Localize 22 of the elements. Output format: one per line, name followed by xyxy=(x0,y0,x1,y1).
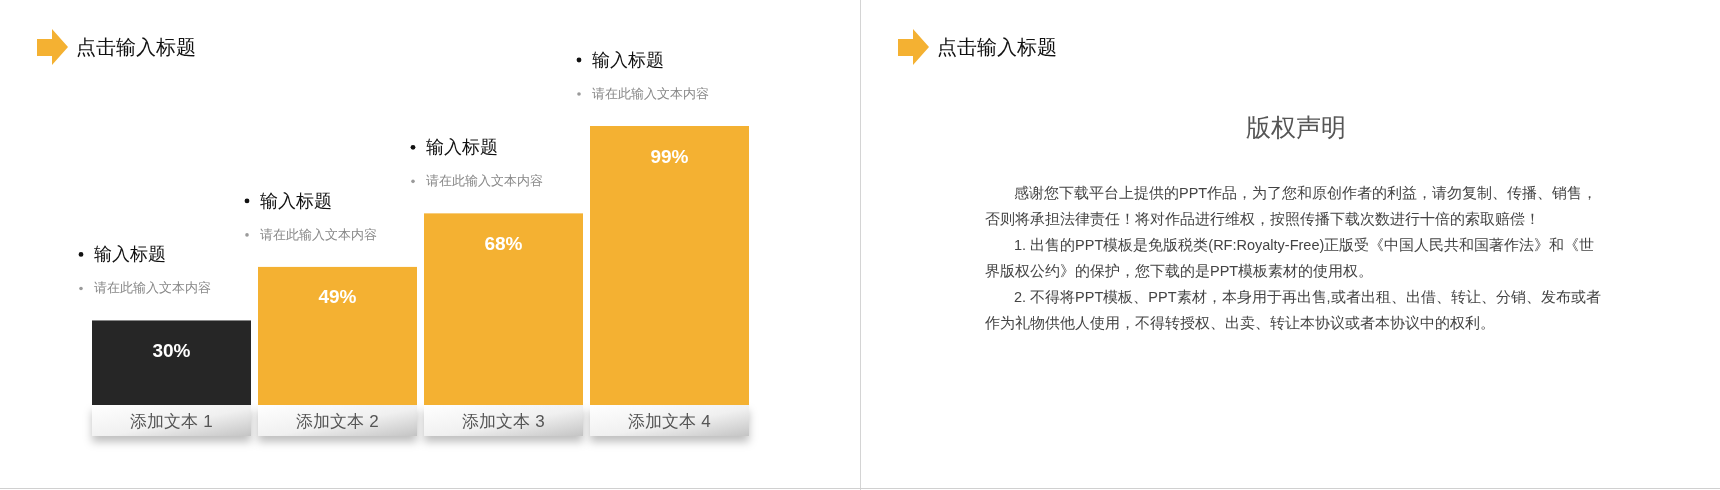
annotation: 输入标题 xyxy=(260,190,332,211)
data-label: 68% xyxy=(484,232,523,254)
x-tick-label: 添加文本 4 xyxy=(628,411,711,431)
text: 2. 不得将PPT模板、PPT素材，本身用于再出售,或者出租、出借、转让、分销、发布或者作为礼物供他人使用，不得转授权、出卖、转让本协议或者本协议中的权利。 xyxy=(985,288,1601,333)
annotation: 请在此输入文本内容 xyxy=(260,226,377,242)
annotation: 请在此输入文本内容 xyxy=(94,280,211,296)
chart-title: 点击输入标题 xyxy=(76,36,196,58)
annotation: 输入标题 xyxy=(94,244,166,265)
data-label: 49% xyxy=(318,286,357,308)
data-label: 30% xyxy=(152,339,191,361)
text: 感谢您下载平台上提供的PPT作品，为了您和原创作者的利益，请勿复制、传播、销售，否则将承担法律责任！将对作品进行维权，按照传播下载次数进行十倍的索取赔偿！ xyxy=(985,184,1599,229)
text: 1. 出售的PPT模板是免版税类(RF:Royalty-Free)正版受《中国人民共和国著作法》和《世界版权公约》的保护，您下载的是PPT模板素材的使用权。 xyxy=(985,236,1596,281)
annotation: 请在此输入文本内容 xyxy=(426,173,543,189)
text: 输入标题 xyxy=(592,50,664,70)
x-tick-label: 添加文本 3 xyxy=(462,411,545,431)
x-tick-label: 添加文本 1 xyxy=(130,411,213,431)
data-label: 99% xyxy=(650,145,689,167)
text: 版权声明 xyxy=(1246,113,1346,141)
x-tick-label: 添加文本 2 xyxy=(296,411,379,431)
annotation: 输入标题 xyxy=(426,137,498,158)
text: 点击输入标题 xyxy=(937,36,1057,58)
text: 请在此输入文本内容 xyxy=(592,86,709,101)
